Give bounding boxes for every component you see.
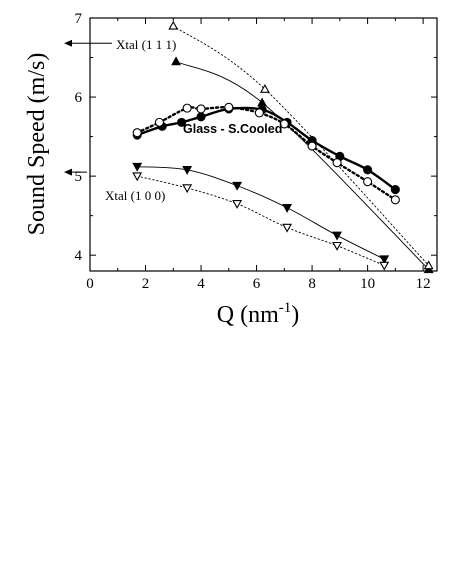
data-point-open-triangle-down <box>282 223 293 233</box>
x-axis-title: Q (nm-1) <box>217 300 300 328</box>
x-axis-title-sup: -1 <box>279 300 292 316</box>
x-tick-label: 8 <box>308 276 316 292</box>
y-tick-label: 5 <box>75 169 83 185</box>
data-point-filled-triangle-up <box>257 97 268 107</box>
data-point-open-triangle-down <box>379 261 390 271</box>
data-point-open-circle <box>307 141 317 151</box>
annotation-arrows <box>64 39 112 176</box>
data-point-filled-circle <box>363 165 373 175</box>
data-point-filled-triangle-down <box>282 204 293 213</box>
data-point-filled-triangle-up <box>171 56 181 66</box>
data-point-filled-circle <box>196 112 206 122</box>
data-point-open-circle <box>182 103 192 113</box>
data-point-open-circle <box>363 177 373 187</box>
data-point-open-circle <box>254 108 264 118</box>
y-tick-label: 4 <box>75 248 83 264</box>
x-tick-label: 12 <box>416 276 431 292</box>
data-point-filled-triangle-down <box>332 231 342 241</box>
series-lines <box>135 25 430 270</box>
axis-ticks: 0 2 4 6 8 10 12 4 5 6 7 <box>75 11 437 292</box>
series-line-filled-triangle-up <box>175 61 430 270</box>
x-tick-label: 10 <box>360 276 375 292</box>
x-tick-label: 0 <box>86 276 94 292</box>
xtal100-arrow-head <box>64 168 72 176</box>
data-point-open-triangle-down <box>332 241 342 251</box>
x-tick-label: 6 <box>253 276 261 292</box>
annotation-xtal-111: Xtal (1 1 1) <box>116 37 176 52</box>
data-point-open-triangle-down <box>182 184 193 194</box>
data-point-filled-circle <box>177 117 187 127</box>
x-axis-title-main: Q (nm <box>217 302 279 328</box>
plot-frame <box>89 17 438 272</box>
y-tick-label: 6 <box>75 90 83 106</box>
data-point-open-circle <box>132 128 142 138</box>
x-tick-label: 2 <box>142 276 150 292</box>
data-point-open-circle <box>390 195 400 205</box>
series-line-open-triangle-down <box>136 175 385 266</box>
y-axis-title: Sound Speed (m/s) <box>24 53 50 236</box>
data-point-filled-triangle-down <box>379 255 390 265</box>
xtal111-arrow-head <box>64 39 72 47</box>
series-line-filled-circle <box>135 106 397 191</box>
data-point-open-triangle-down <box>132 172 143 182</box>
annotation-glass-supercooled: Glass - S.Cooled <box>183 122 282 136</box>
y-tick-label: 7 <box>75 11 83 27</box>
data-point-open-circle <box>279 119 289 129</box>
data-point-open-circle <box>332 158 342 168</box>
series-markers <box>132 20 434 274</box>
data-point-filled-circle <box>390 185 400 195</box>
plot-border <box>89 17 438 272</box>
annotation-xtal-100: Xtal (1 0 0) <box>105 188 165 203</box>
data-point-open-circle <box>196 104 206 114</box>
x-tick-label: 4 <box>197 276 205 292</box>
data-point-open-triangle-up <box>259 84 270 93</box>
data-point-filled-triangle-down <box>132 162 143 172</box>
data-point-open-circle <box>224 102 234 112</box>
data-point-open-triangle-down <box>232 200 243 209</box>
series-line-filled-triangle-down <box>136 166 385 260</box>
data-point-filled-triangle-down <box>232 181 243 191</box>
series-line-open-triangle-up <box>172 25 430 266</box>
series-line-open-circle <box>135 106 397 202</box>
data-point-filled-triangle-down <box>182 166 193 175</box>
data-point-open-circle <box>154 117 164 127</box>
data-point-open-triangle-up <box>168 20 179 30</box>
x-axis-title-close: ) <box>291 302 299 328</box>
data-point-open-triangle-up <box>423 260 434 270</box>
